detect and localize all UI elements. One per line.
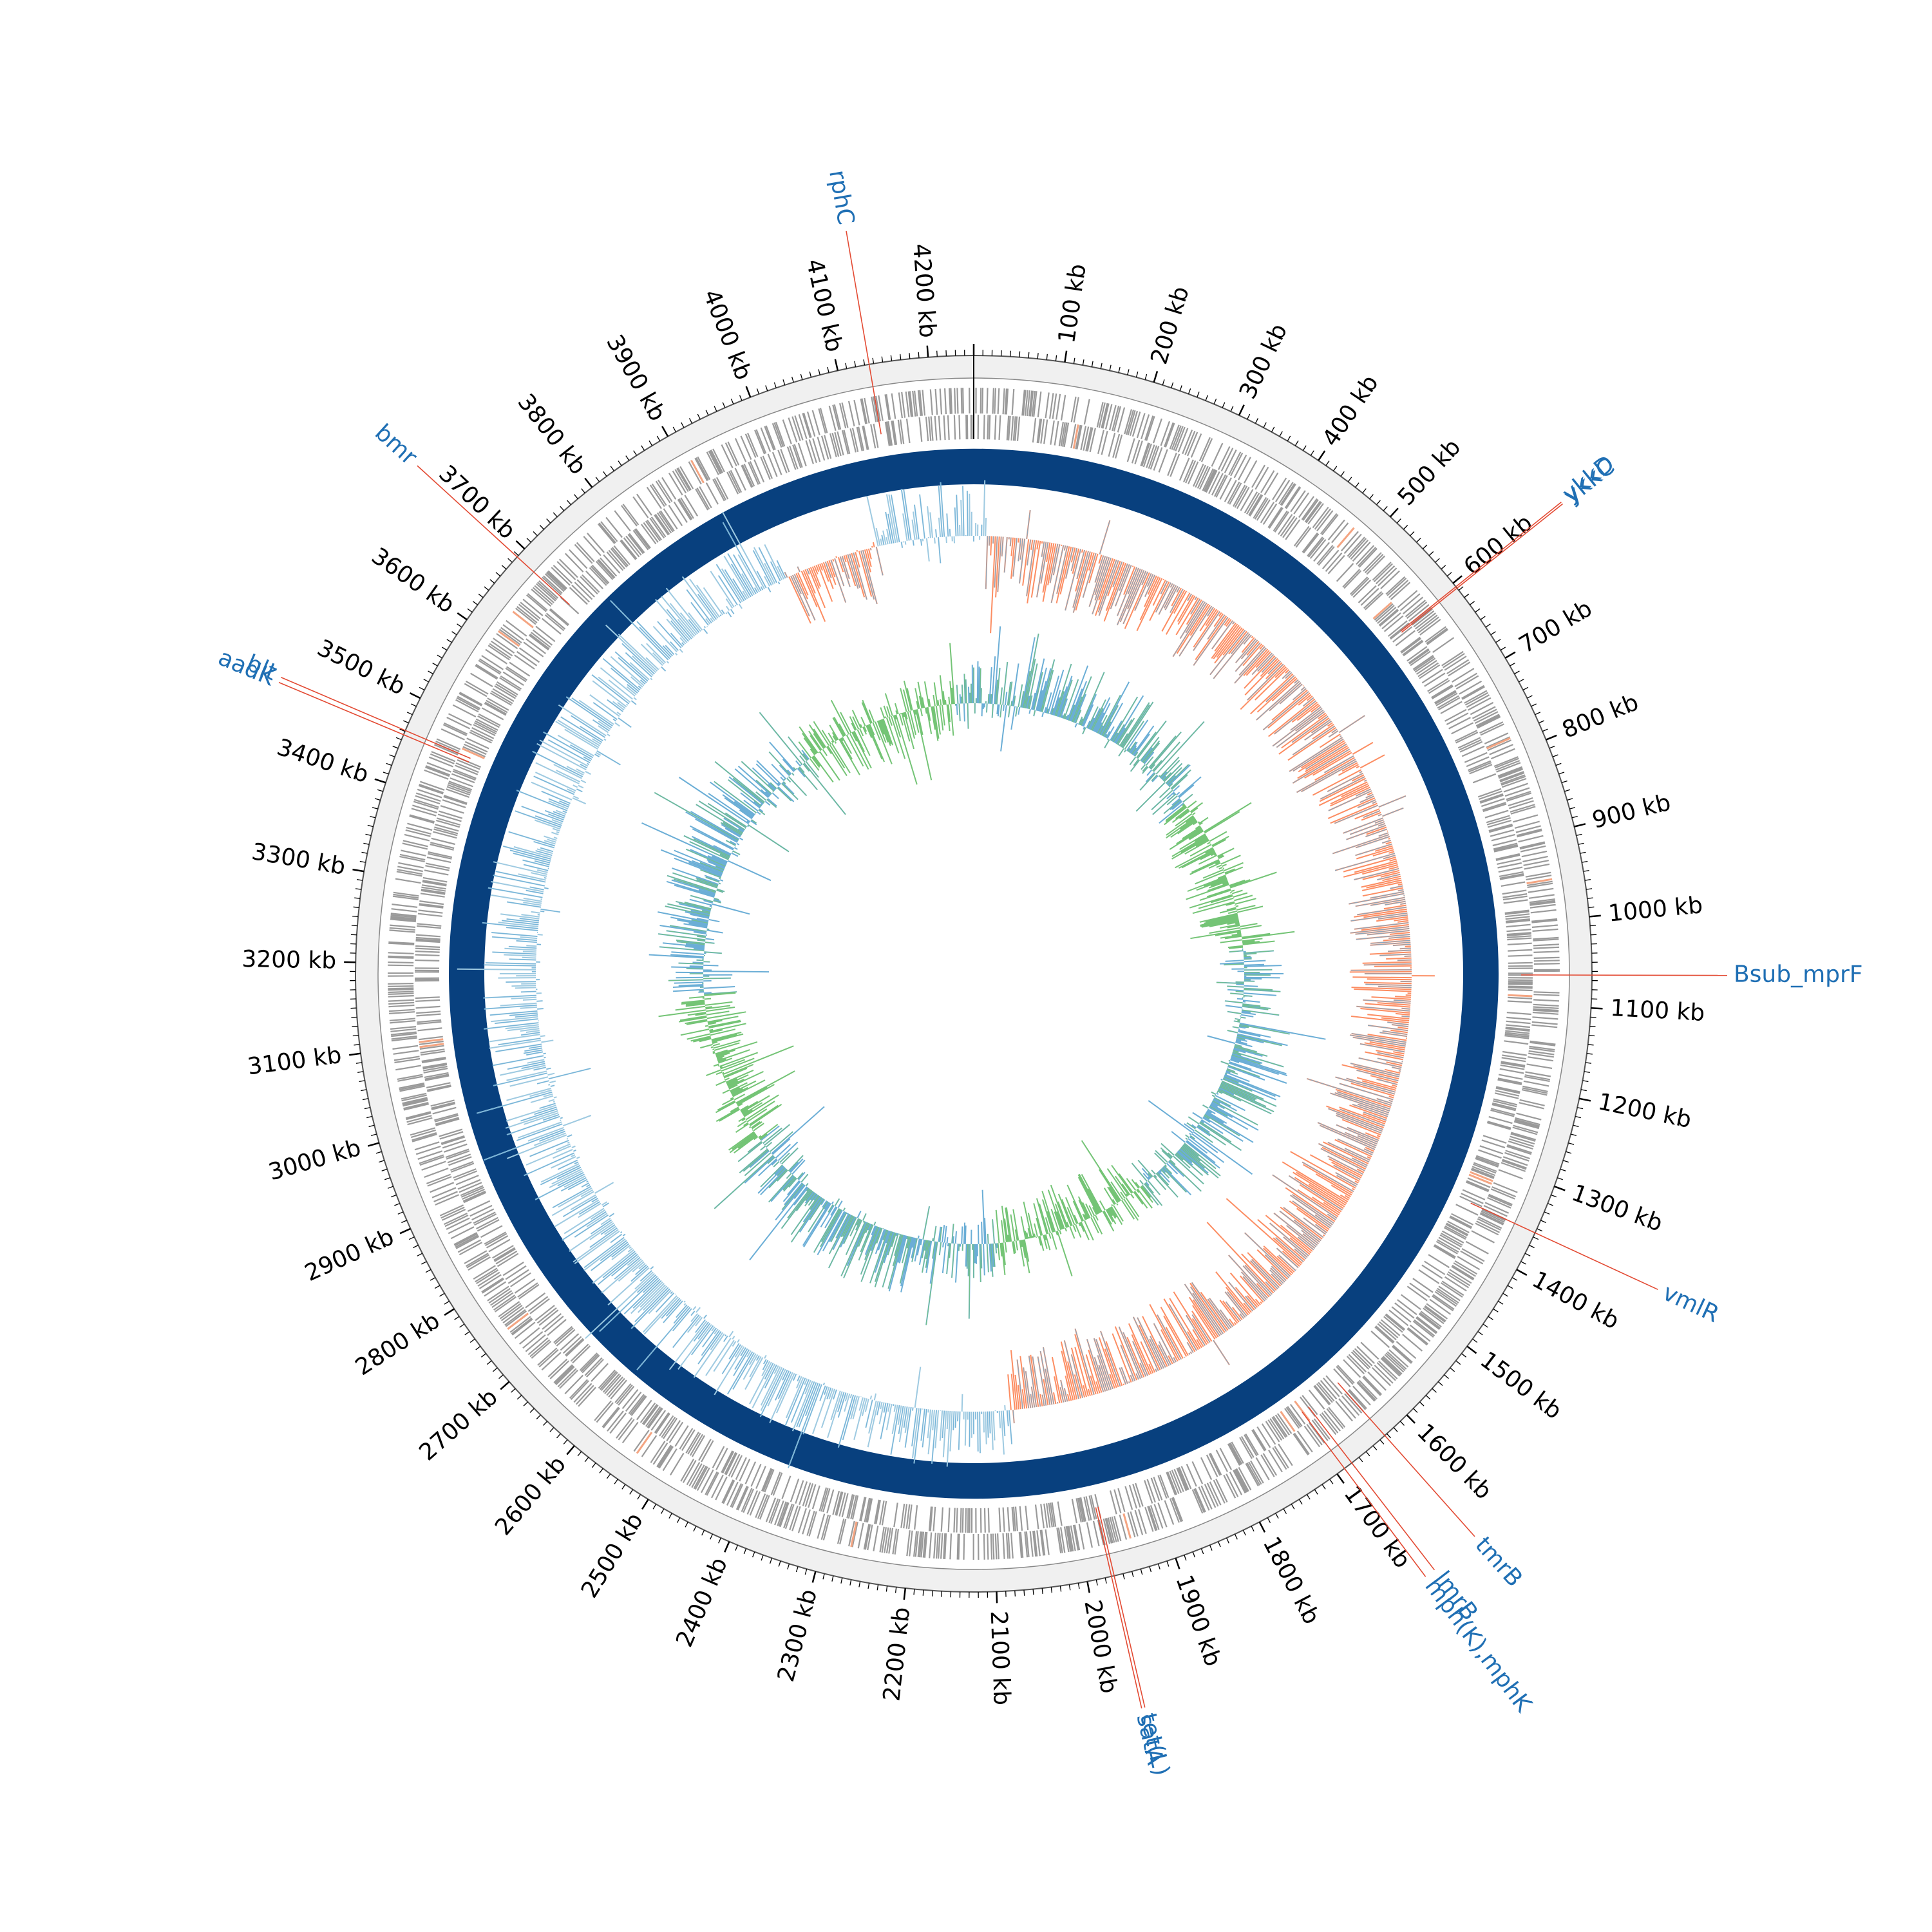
tick-label: 3400 kb [274,734,372,788]
gene-features-highlighted [419,424,1553,1548]
gc-content-track [641,626,1326,1325]
tick-label: 2500 kb [576,1508,649,1602]
gene-annotation-label: tmrB [1470,1532,1528,1593]
annotation-leader-line [1308,1406,1435,1571]
annotation-leader-line [1337,1382,1475,1537]
gene-annotation-label: bmr [370,419,422,470]
gc-content-positive [641,626,1326,1325]
tick-label: 3200 kb [242,946,336,974]
tick-label: 800 kb [1558,689,1642,744]
gc-skew-track [457,480,1435,1468]
tick-label: 3000 kb [266,1135,364,1186]
annotation-leader-line [417,465,570,605]
gc-skew-positive [457,480,1013,1468]
gene-annotation-label: vmlR [1658,1280,1723,1329]
annotation-leader-line [281,676,471,759]
gc-content-detail [654,633,1290,1325]
annotation-leader-line [1401,503,1564,633]
gene-annotation-label: rphC [824,168,859,227]
major-ticks [344,344,1603,1604]
tick-label: 100 kb [1054,262,1092,345]
tick-label: 600 kb [1459,509,1538,580]
backbone-ring [448,448,1499,1499]
tick-label: 3800 kb [512,389,591,480]
annotation-leader-line [278,681,469,763]
tick-label: 2700 kb [414,1384,502,1466]
tick-label: 2800 kb [351,1307,445,1381]
annotation-leader-line [846,231,882,435]
tick-label: 2200 kb [878,1605,915,1702]
tick-label: 3100 kb [246,1042,343,1081]
tick-label: 2300 kb [773,1586,822,1684]
annotation-leader-line [1095,1507,1142,1709]
annotation-leader-line [1302,1411,1426,1577]
tick-label: 1600 kb [1412,1419,1497,1504]
tick-label: 1100 kb [1609,995,1705,1027]
tick-label: 2400 kb [671,1554,733,1651]
tick-label: 300 kb [1235,319,1293,402]
gc-content-negative [658,643,1295,1276]
tick-label: 1900 kb [1170,1572,1226,1670]
gene-features-reverse [414,414,1533,1533]
tick-label: 400 kb [1318,370,1384,451]
tick-label: 3500 kb [313,635,410,701]
tick-label: 1200 kb [1596,1088,1694,1133]
gene-track [387,387,1560,1560]
tick-label: 1300 kb [1568,1180,1666,1237]
gc-skew-detail [477,482,1412,1468]
annotation-leader-line [1097,1506,1146,1708]
tick-label: 500 kb [1393,434,1466,511]
tick-label: 4000 kb [698,286,757,384]
tick-label: 4200 kb [907,243,941,339]
tick-label: 1400 kb [1528,1266,1623,1334]
gene-annotation-label: Bsub_mprF [1734,961,1863,988]
minor-ticks [349,350,1598,1598]
tick-label: 900 kb [1589,790,1673,834]
tick-label: 1800 kb [1258,1533,1325,1629]
tick-label: 2000 kb [1079,1598,1122,1696]
annotation-leader-line [1400,501,1562,632]
tick-label: 1500 kb [1475,1347,1567,1425]
tick-label: 2100 kb [985,1611,1015,1706]
annotation-leader-line [1520,974,1727,976]
tick-label: 700 kb [1515,595,1596,658]
tick-label: 2600 kb [490,1452,571,1541]
gc-skew-negative [784,509,1435,1424]
position-axis [344,344,1603,1604]
gene-annotation-label: mph(K),mphK [1419,1573,1537,1718]
tick-label: 3600 kb [366,543,459,619]
tick-label: 3900 kb [601,330,670,426]
tick-label: 4100 kb [800,256,847,354]
annotation-leader-line [1470,1202,1658,1291]
tick-label: 3300 kb [250,838,348,880]
tick-label: 3700 kb [433,460,520,545]
tick-label: 2900 kb [301,1224,398,1287]
tick-label: 200 kb [1146,283,1194,367]
tick-label: 1000 kb [1607,892,1704,927]
backbone-band [448,448,1499,1499]
gene-annotation-label: aadK [214,644,279,691]
